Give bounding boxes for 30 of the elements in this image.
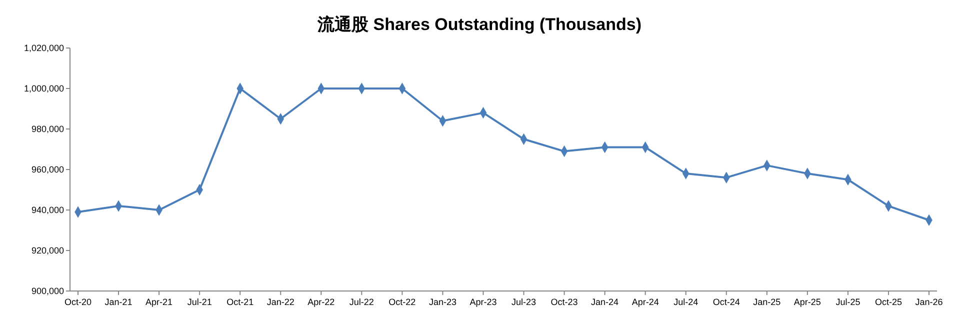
x-tick-label: Jan-26	[915, 297, 943, 307]
x-tick-label: Apr-24	[632, 297, 659, 307]
x-tick-label: Jan-24	[591, 297, 619, 307]
y-tick-label: 980,000	[31, 124, 64, 134]
y-tick-label: 920,000	[31, 246, 64, 256]
x-tick-label: Apr-22	[308, 297, 335, 307]
x-tick-label: Apr-23	[470, 297, 497, 307]
y-tick-label: 940,000	[31, 205, 64, 216]
x-tick-label: Oct-25	[874, 297, 902, 307]
x-tick-label: Jul-24	[674, 297, 698, 307]
x-tick-label: Jan-25	[753, 297, 781, 307]
y-tick-label: 900,000	[31, 286, 64, 296]
x-tick-label: Apr-21	[146, 297, 173, 307]
y-tick-label: 1,000,000	[24, 84, 64, 94]
x-tick-label: Oct-23	[550, 297, 578, 307]
x-tick-label: Jul-21	[187, 297, 212, 307]
x-tick-label: Jul-22	[349, 297, 374, 307]
x-tick-label: Oct-21	[226, 297, 254, 307]
x-tick-label: Apr-25	[794, 297, 821, 307]
x-tick-label: Jan-22	[266, 297, 294, 307]
x-tick-label: Oct-24	[712, 297, 740, 307]
x-tick-label: Oct-20	[64, 297, 92, 307]
chart-title: 流通股 Shares Outstanding (Thousands)	[316, 15, 642, 34]
x-tick-label: Jul-23	[512, 297, 536, 307]
y-tick-label: 1,020,000	[24, 43, 64, 54]
x-tick-label: Jan-23	[428, 297, 456, 307]
x-tick-label: Jul-25	[836, 297, 860, 307]
x-tick-label: Oct-22	[388, 297, 416, 307]
y-tick-label: 960,000	[31, 164, 64, 175]
x-tick-label: Jan-21	[104, 297, 132, 307]
